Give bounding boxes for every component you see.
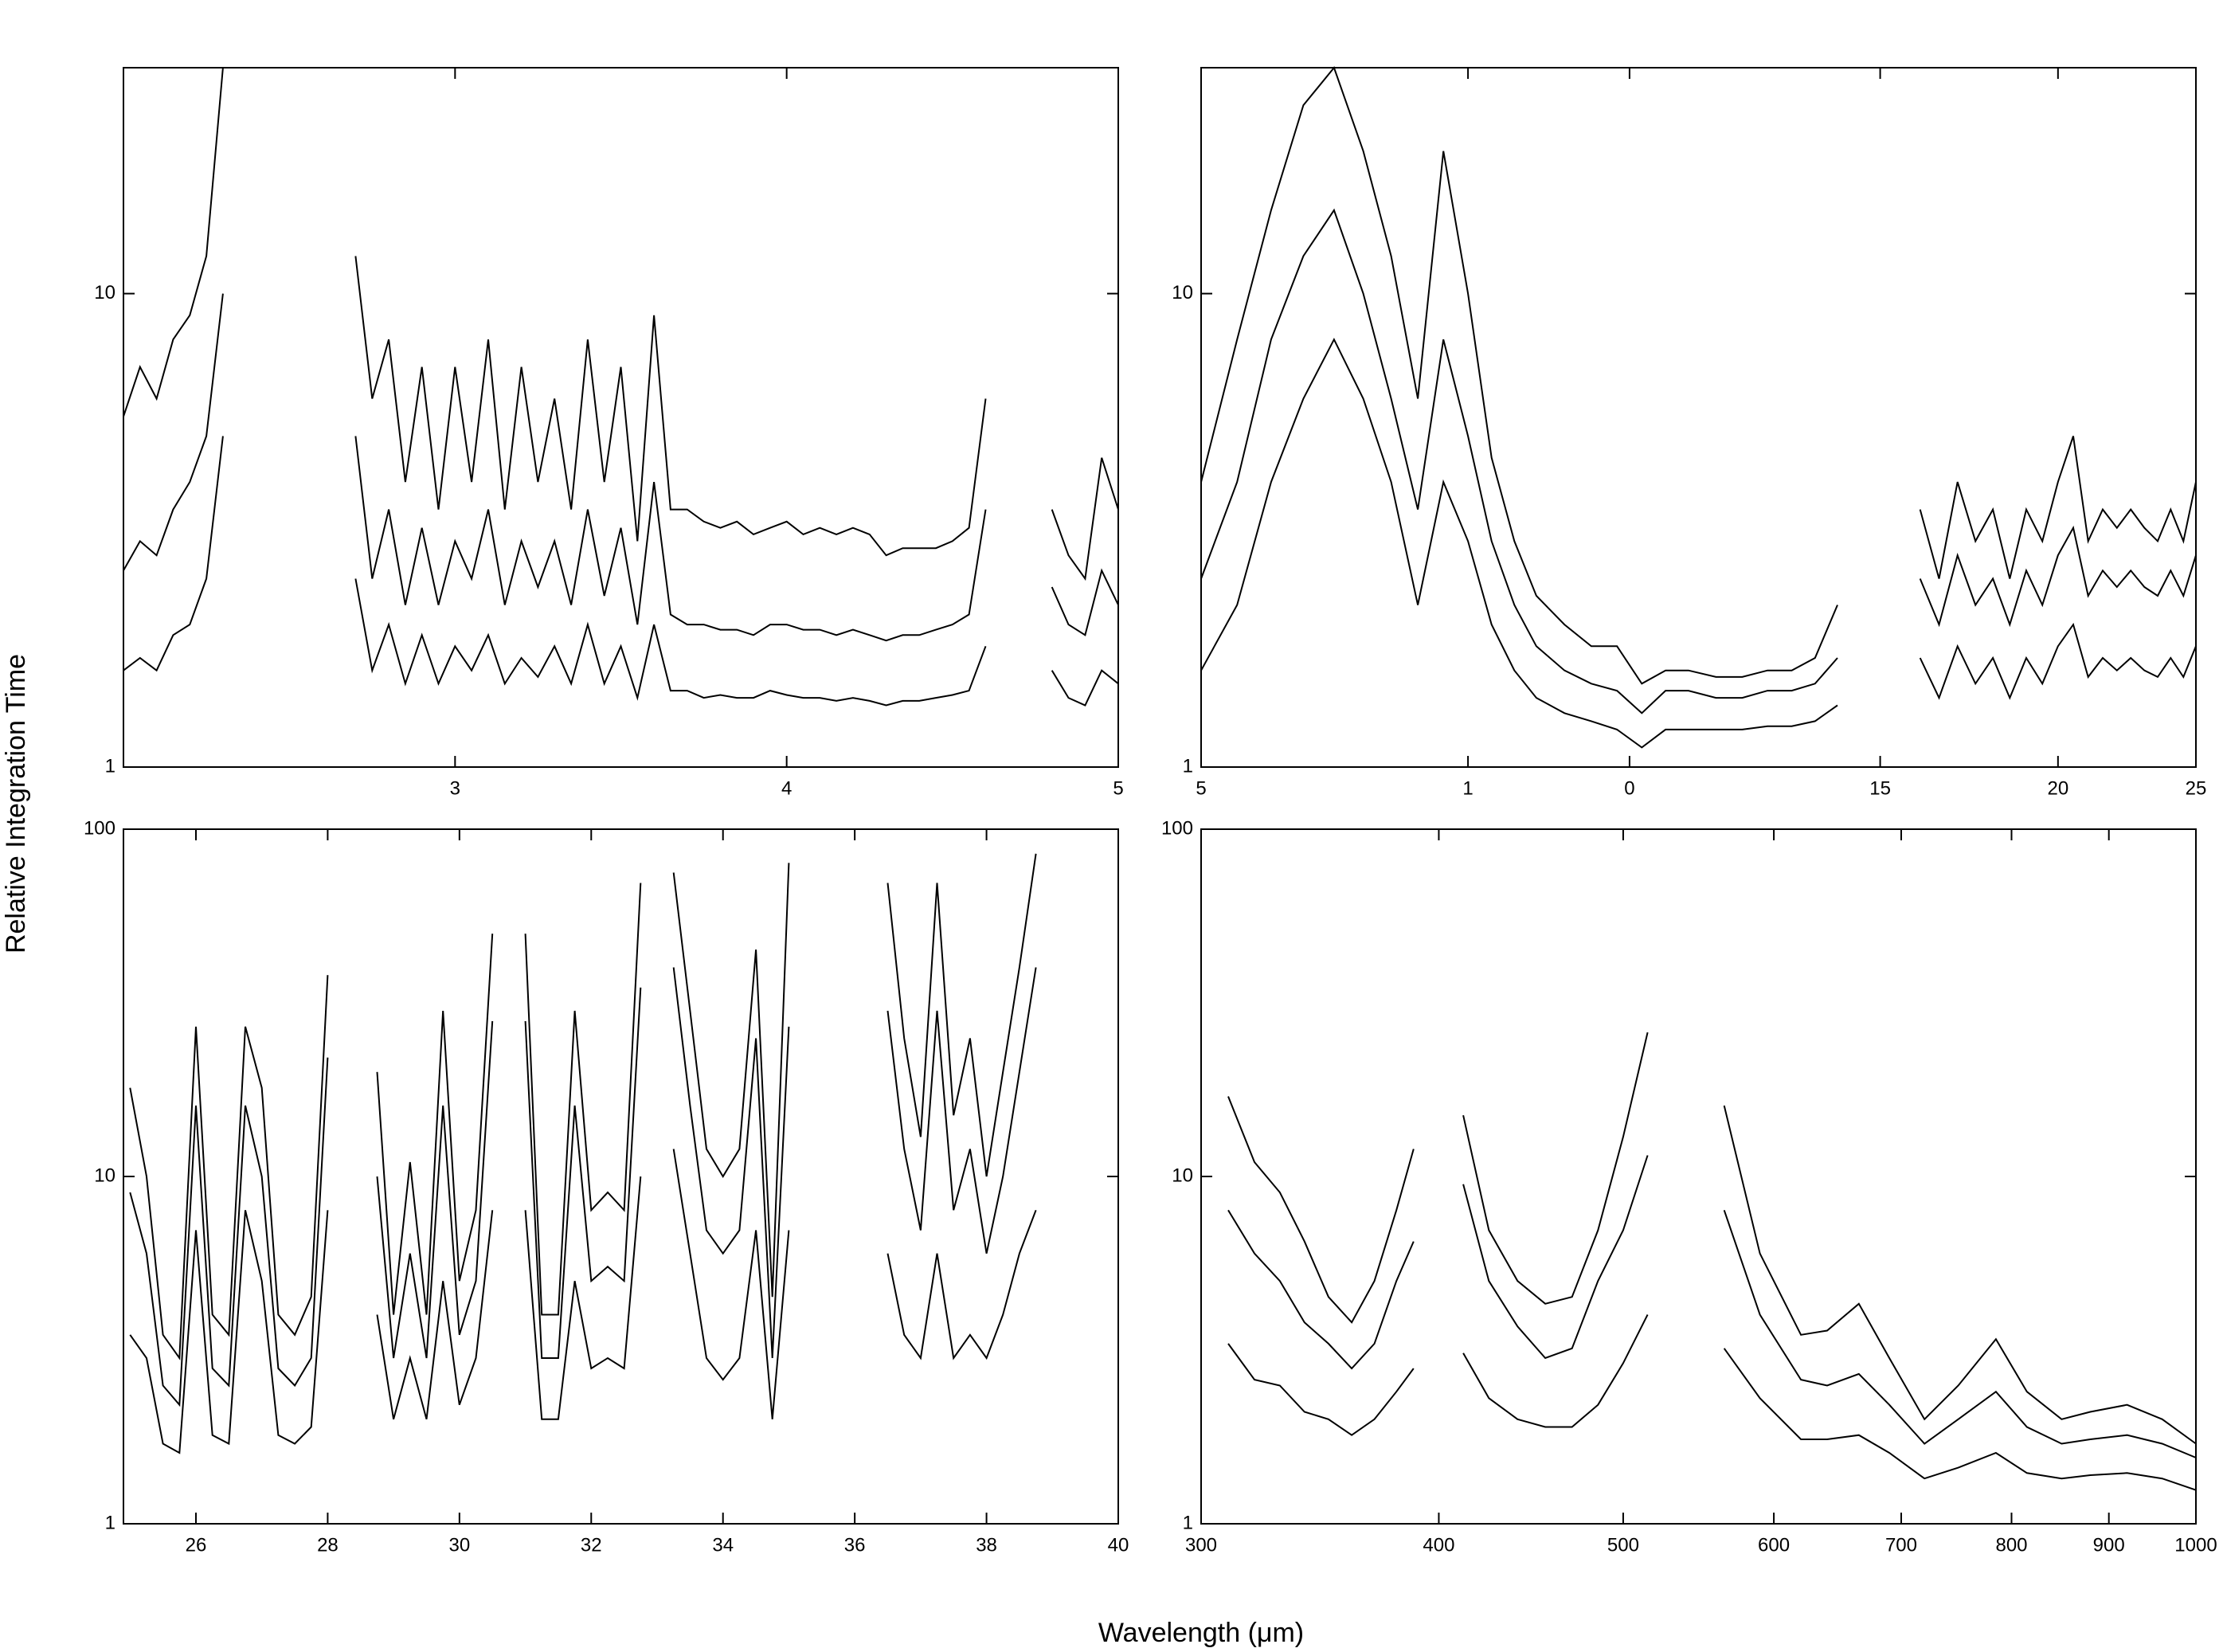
- series-line: [1227, 1314, 2197, 1491]
- x-tick-label: 40: [1108, 1534, 1129, 1556]
- x-tick-label: 3: [450, 777, 460, 799]
- y-tick-label: 10: [1172, 282, 1193, 303]
- x-tick-label: 300: [1185, 1534, 1217, 1556]
- x-tick-label: 25: [2186, 777, 2207, 799]
- plot-frame: [123, 67, 1119, 768]
- x-tick-label: 5: [1196, 777, 1206, 799]
- series-line: [129, 967, 1037, 1407]
- x-tick-label: 20: [2047, 777, 2068, 799]
- series-line: [123, 436, 1119, 707]
- plot-frame: [123, 828, 1119, 1525]
- series-line: [1200, 337, 2197, 749]
- x-tick-label: 600: [1758, 1534, 1790, 1556]
- series-line: [1200, 208, 2197, 714]
- x-tick-label: 900: [2093, 1534, 2125, 1556]
- x-tick-label: 38: [976, 1534, 997, 1556]
- x-tick-label: 800: [1995, 1534, 2027, 1556]
- x-tick-label: 1000: [2174, 1534, 2217, 1556]
- x-axis-title: Wavelength (μm): [1098, 1618, 1304, 1648]
- x-tick-label: 400: [1423, 1534, 1454, 1556]
- y-tick-label: 10: [94, 282, 115, 303]
- series-line: [129, 853, 1037, 1360]
- y-tick-label: 1: [105, 755, 115, 777]
- series-line: [1200, 65, 2197, 685]
- y-tick-label: 1: [105, 1512, 115, 1533]
- x-tick-label: 15: [1869, 777, 1891, 799]
- x-tick-label: 700: [1885, 1534, 1917, 1556]
- x-tick-label: 1: [1462, 777, 1473, 799]
- x-tick-label: 28: [317, 1534, 339, 1556]
- y-tick-label: 100: [1161, 817, 1193, 839]
- y-tick-label: 1: [1183, 755, 1193, 777]
- y-axis-title: Relative Integration Time: [1, 654, 31, 953]
- y-tick-label: 10: [94, 1165, 115, 1186]
- x-tick-label: 34: [712, 1534, 734, 1556]
- x-tick-label: 32: [581, 1534, 602, 1556]
- x-tick-label: 30: [448, 1534, 470, 1556]
- y-tick-label: 100: [84, 817, 115, 839]
- x-tick-label: 36: [844, 1534, 866, 1556]
- x-tick-label: 500: [1607, 1534, 1639, 1556]
- series-line: [1227, 1032, 2197, 1445]
- series-line: [123, 67, 1119, 581]
- y-tick-label: 1: [1183, 1512, 1193, 1533]
- y-tick-label: 10: [1172, 1165, 1193, 1186]
- x-tick-label: 4: [781, 777, 792, 799]
- x-tick-label: 26: [186, 1534, 207, 1556]
- x-tick-label: 5: [1113, 777, 1123, 799]
- plot-frame: [1200, 67, 2197, 768]
- series-line: [129, 1149, 1037, 1454]
- series-line: [123, 293, 1119, 642]
- plot-frame: [1200, 828, 2197, 1525]
- series-line: [1227, 1155, 2197, 1458]
- x-tick-label: 0: [1624, 777, 1634, 799]
